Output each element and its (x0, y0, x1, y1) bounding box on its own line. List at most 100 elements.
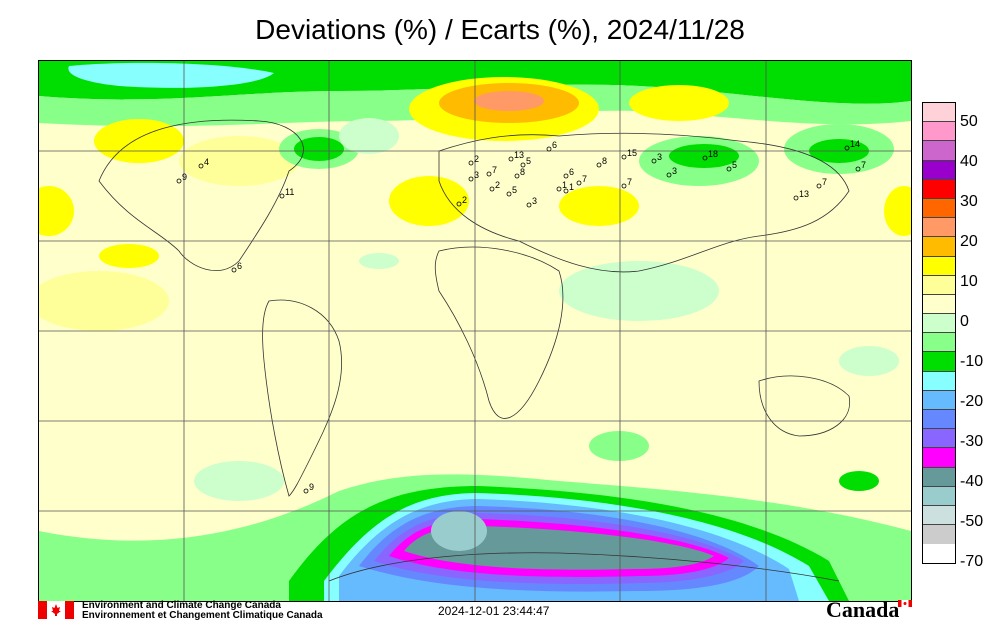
station-label: 1 (569, 182, 574, 192)
station-label: 18 (708, 149, 718, 159)
australia-outline (758, 375, 851, 437)
gulf-positive (99, 244, 159, 268)
color-legend (922, 102, 956, 564)
eurasia-outline (438, 132, 850, 273)
legend-swatch (923, 103, 955, 123)
station-marker: 9 (176, 172, 187, 184)
station-marker: 2 (489, 180, 500, 192)
tropical-variation-1 (39, 271, 169, 331)
station-label: 3 (532, 196, 537, 206)
station-marker: 18 (702, 149, 718, 161)
station-label: 5 (526, 156, 531, 166)
legend-label: 10 (960, 273, 978, 290)
legend-swatch (923, 275, 955, 295)
station-marker: 13 (793, 189, 809, 201)
station-marker: 7 (576, 174, 587, 186)
asia-positive (559, 186, 639, 226)
station-label: 13 (514, 150, 524, 160)
tropical-variation-3 (359, 253, 399, 269)
station-label: 2 (462, 195, 467, 205)
legend-swatch (923, 410, 955, 430)
wordmark-flag-icon (898, 600, 912, 607)
southern-core-light (431, 511, 487, 551)
legend-swatch (923, 486, 955, 506)
legend-swatch (923, 505, 955, 526)
station-label: 1 (562, 180, 567, 190)
station-marker: 5 (726, 160, 737, 172)
station-marker: 8 (596, 156, 607, 168)
legend-swatch (923, 237, 955, 257)
station-marker: 2 (468, 154, 479, 166)
legend-label: -10 (960, 353, 984, 370)
station-label: 14 (850, 139, 860, 149)
southern-patch-green (839, 471, 879, 491)
station-label: 3 (672, 166, 677, 176)
legend-label: 40 (960, 153, 978, 170)
map-title: Deviations (%) / Ecarts (%), 2024/11/28 (255, 14, 745, 45)
legend-label: -20 (960, 393, 984, 410)
station-label: 6 (569, 167, 574, 177)
station-marker: 3 (468, 170, 479, 182)
station-label: 5 (512, 185, 517, 195)
station-marker: 7 (621, 177, 632, 189)
station-label: 9 (182, 172, 187, 182)
station-marker: 3 (666, 166, 677, 178)
legend-swatch (923, 352, 955, 372)
station-label: 6 (237, 261, 242, 271)
canada-positive (94, 119, 184, 163)
mediterranean-positive (389, 176, 469, 226)
station-marker: 13 (508, 150, 524, 162)
legend-swatch (923, 371, 955, 391)
east-edge-positive (884, 186, 911, 236)
station-marker: 6 (231, 261, 242, 273)
canada-wordmark: Canada (826, 597, 900, 622)
southern-patch-2 (589, 431, 649, 461)
legend-label: -70 (960, 553, 984, 570)
station-marker: 1 (556, 180, 567, 192)
station-label: 7 (582, 174, 587, 184)
atlantic-negative-3 (339, 118, 399, 154)
station-marker: 14 (844, 139, 860, 151)
legend-label: 20 (960, 233, 978, 250)
org-name-english: Environment and Climate Change Canada (82, 600, 281, 611)
station-label: 9 (309, 482, 314, 492)
legend-label: -40 (960, 473, 984, 490)
station-marker: 5 (506, 185, 517, 197)
siberia-positive-3 (474, 91, 544, 111)
legend-swatch (923, 122, 955, 142)
legend-swatch (923, 390, 955, 410)
siberia-positive-4 (629, 85, 729, 121)
south-america-outline (262, 299, 343, 497)
station-marker: 7 (855, 160, 866, 172)
station-label: 3 (657, 152, 662, 162)
legend-swatch (923, 179, 955, 199)
station-label: 13 (799, 189, 809, 199)
station-marker: 8 (514, 167, 525, 179)
station-marker: 1 (563, 182, 574, 194)
continent-outlines (98, 119, 851, 582)
legend-swatch (923, 160, 955, 180)
legend-swatch (923, 314, 955, 334)
station-marker: 6 (546, 140, 557, 152)
station-marker: 3 (651, 152, 662, 164)
tropical-variation-2 (559, 261, 719, 321)
station-marker: 2 (456, 195, 467, 207)
legend-swatch (923, 256, 955, 276)
atlantic-negative-2 (294, 137, 344, 161)
station-label: 6 (552, 140, 557, 150)
canada-flag-icon (38, 601, 74, 619)
station-label: 8 (602, 156, 607, 166)
north-america-outline (98, 119, 304, 272)
station-label: 2 (495, 180, 500, 190)
station-label: 5 (732, 160, 737, 170)
station-label: 4 (204, 157, 209, 167)
station-label: 11 (285, 187, 294, 197)
legend-swatch (923, 198, 955, 219)
legend-label: -50 (960, 513, 984, 530)
station-label: 7 (492, 165, 497, 175)
graticule (39, 61, 911, 601)
station-label: 7 (861, 160, 866, 170)
na-positive (179, 136, 299, 186)
